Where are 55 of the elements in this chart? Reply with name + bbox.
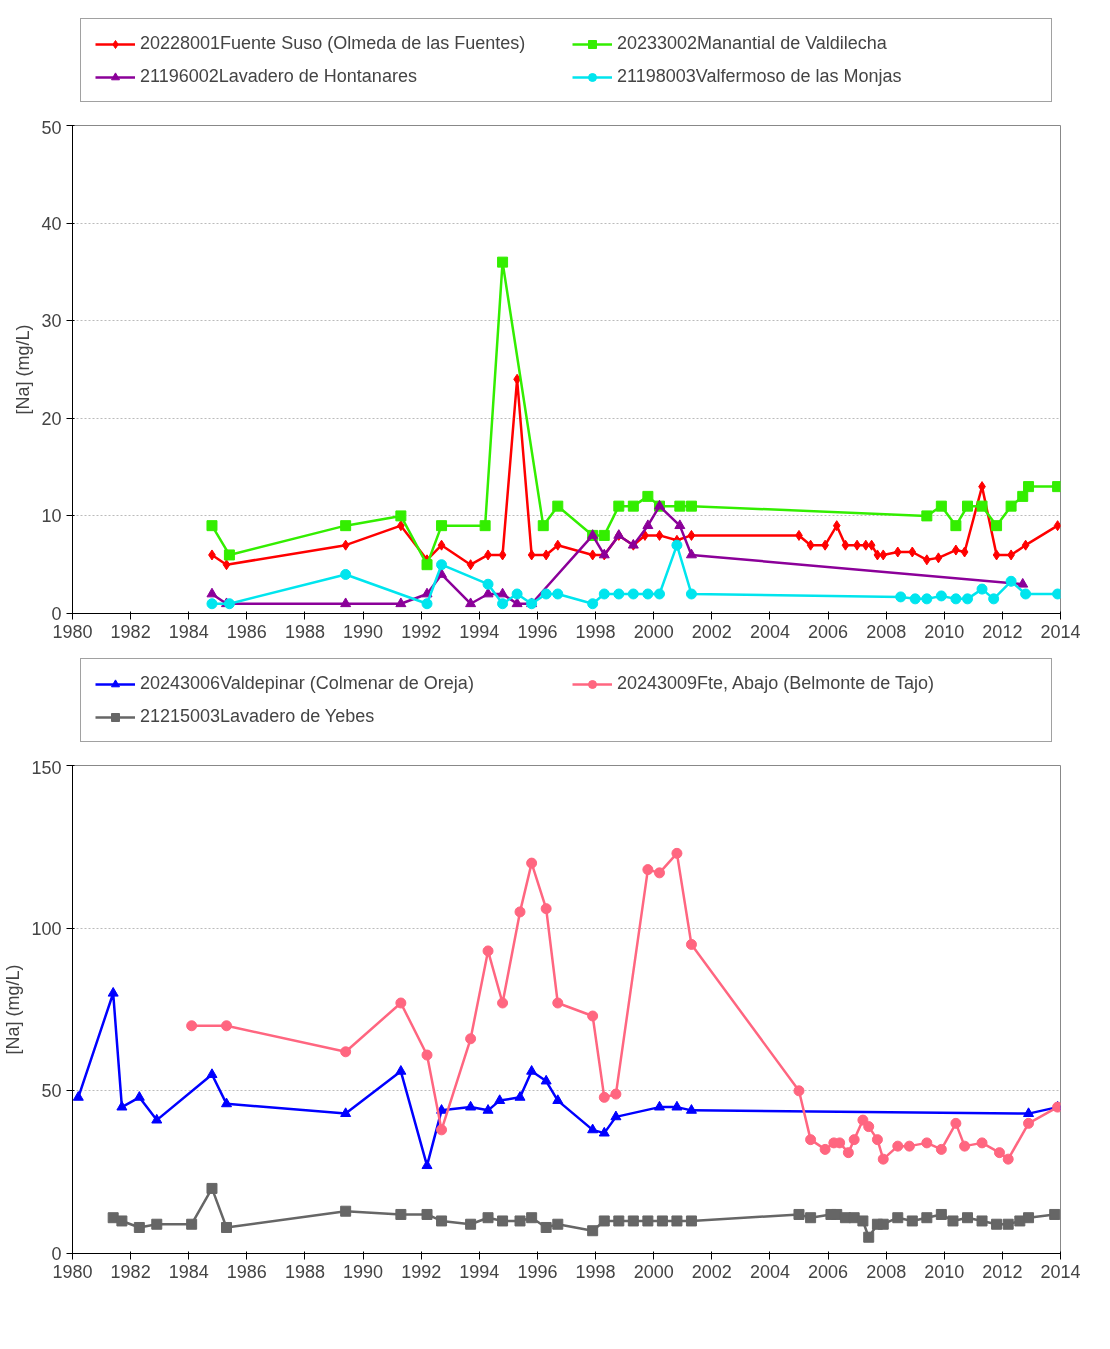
x-tick-label: 2012: [982, 1261, 1023, 1282]
x-tick-label: 2008: [866, 1261, 907, 1282]
x-tick-label: 2002: [691, 1261, 732, 1282]
x-tick-label: 2000: [633, 621, 674, 642]
x-tick-label: 2000: [633, 1261, 674, 1282]
x-tick-label: 2004: [749, 1261, 790, 1282]
x-tick-label: 2010: [924, 621, 965, 642]
x-tick-label: 1982: [110, 1261, 151, 1282]
y-tick-label: 50: [41, 1081, 62, 1102]
legend-label: 20243006Valdepinar (Colmenar de Oreja): [140, 673, 475, 694]
x-tick-label: 1992: [401, 1261, 442, 1282]
x-tick-label: 1980: [52, 1261, 93, 1282]
y-tick-label: 0: [51, 604, 62, 624]
x-tick-label: 2010: [924, 1261, 965, 1282]
legend-label: 20243009Fte, Abajo (Belmonte de Tajo): [617, 673, 935, 694]
x-tick-label: 1994: [459, 621, 500, 642]
legend-label: 21196002Lavadero de Hontanares: [140, 66, 418, 87]
x-tick-label: 2004: [749, 621, 790, 642]
x-tick-label: 1994: [459, 1261, 500, 1282]
y-tick-label: 0: [51, 1244, 62, 1264]
x-tick-label: 1992: [401, 621, 442, 642]
y-tick-label: 30: [41, 311, 62, 332]
x-tick-label: 2006: [808, 1261, 849, 1282]
x-tick-label: 2014: [1040, 1261, 1081, 1282]
legend-label: 20233002Manantial de Valdilecha: [617, 33, 888, 54]
x-tick-label: 2008: [866, 621, 907, 642]
y-tick-label: 20: [41, 408, 62, 429]
x-tick-label: 1984: [168, 621, 209, 642]
x-tick-label: 1986: [226, 621, 267, 642]
y-axis-title: [Na] (mg/L): [3, 964, 24, 1055]
x-tick-label: 1998: [575, 1261, 616, 1282]
x-tick-label: 1988: [284, 621, 325, 642]
y-tick-label: 100: [31, 918, 62, 939]
x-tick-label: 2002: [691, 621, 732, 642]
x-tick-label: 1996: [517, 621, 558, 642]
legend-label: 20228001Fuente Suso (Olmeda de las Fuentes): [140, 33, 527, 54]
y-tick-label: 150: [31, 757, 62, 778]
x-tick-label: 1984: [168, 1261, 209, 1282]
legend-label: 21198003Valfermoso de las Monjas: [617, 66, 903, 87]
x-tick-label: 2006: [808, 621, 849, 642]
x-tick-label: 1998: [575, 621, 616, 642]
x-tick-label: 1980: [52, 621, 93, 642]
x-tick-label: 1996: [517, 1261, 558, 1282]
x-tick-label: 1990: [343, 1261, 384, 1282]
y-tick-label: 10: [41, 506, 62, 527]
x-tick-label: 1982: [110, 621, 151, 642]
y-axis-title: [Na] (mg/L): [13, 324, 34, 415]
y-tick-label: 40: [41, 213, 62, 234]
x-tick-label: 1988: [284, 1261, 325, 1282]
x-tick-label: 2012: [982, 621, 1023, 642]
x-tick-label: 2014: [1040, 621, 1081, 642]
x-tick-label: 1990: [343, 621, 384, 642]
legend-label: 21215003Lavadero de Yebes: [140, 706, 376, 727]
x-tick-label: 1986: [226, 1261, 267, 1282]
y-tick-label: 50: [41, 117, 62, 138]
